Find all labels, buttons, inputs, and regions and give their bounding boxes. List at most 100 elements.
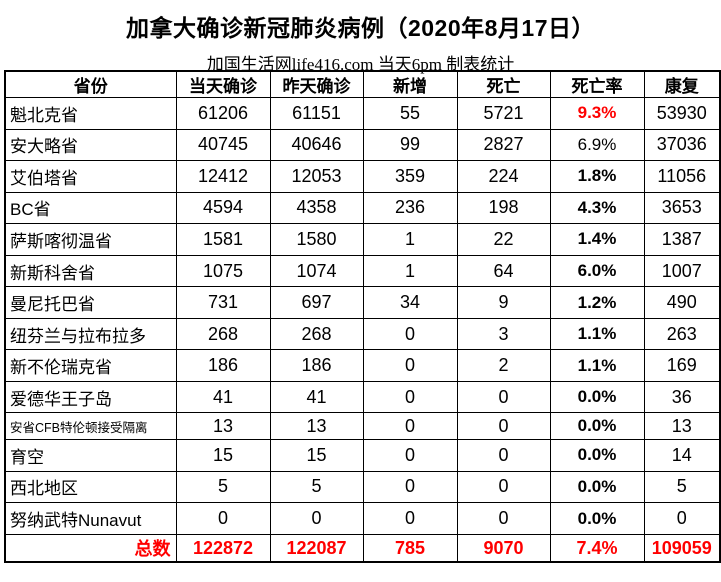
deaths-value: 2: [456, 349, 551, 382]
covid-stats-table: 省份 当天确诊 昨天确诊 新增 死亡 死亡率 康复 魁北克省 61206 61151…: [4, 70, 721, 563]
table-row: 新不伦瑞克省 186 186 0 2 1.1% 169: [4, 349, 721, 382]
recovered-value: 36: [643, 380, 721, 414]
table-row: 曼尼托巴省 731 697 34 9 1.2% 490: [4, 286, 721, 319]
deaths-value: 0: [456, 502, 551, 535]
deaths-value: 0: [456, 412, 551, 441]
new-cases-value: 0: [362, 317, 458, 351]
recovered-value: 0: [643, 502, 721, 535]
recovered-value: 5: [643, 470, 721, 504]
new-cases-value: 99: [362, 128, 458, 162]
table-row: 安省CFB特伦顿接受隔离 13 13 0 0 0.0% 13: [4, 412, 721, 441]
total-deaths: 9070: [456, 534, 551, 563]
col-header-province: 省份: [4, 70, 177, 98]
recovered-value: 3653: [643, 191, 721, 225]
recovered-value: 490: [643, 286, 721, 319]
page-subtitle: 加国生活网life416.com 当天6pm 制表统计: [206, 55, 515, 74]
table-row: 萨斯喀彻温省 1581 1580 1 22 1.4% 1387: [4, 223, 721, 256]
province-name: 努纳武特Nunavut: [4, 502, 177, 535]
table-row: 纽芬兰与拉布拉多 268 268 0 3 1.1% 263: [4, 317, 721, 351]
recovered-value: 53930: [643, 97, 721, 130]
today-confirmed-value: 12412: [175, 160, 271, 193]
province-name: 爱德华王子岛: [4, 380, 177, 414]
header-row: 省份 当天确诊 昨天确诊 新增 死亡 死亡率 康复: [4, 70, 721, 98]
yesterday-confirmed-value: 12053: [269, 160, 364, 193]
today-confirmed-value: 186: [175, 349, 271, 382]
province-name: 新斯科舍省: [4, 254, 177, 288]
recovered-value: 1387: [643, 223, 721, 256]
yesterday-confirmed-value: 186: [269, 349, 364, 382]
table-row: 魁北克省 61206 61151 55 5721 9.3% 53930: [4, 97, 721, 130]
yesterday-confirmed-value: 0: [269, 502, 364, 535]
col-header-recovered: 康复: [643, 70, 721, 98]
new-cases-value: 55: [362, 97, 458, 130]
new-cases-value: 0: [362, 502, 458, 535]
today-confirmed-value: 15: [175, 439, 271, 472]
deaths-value: 0: [456, 380, 551, 414]
yesterday-confirmed-value: 1074: [269, 254, 364, 288]
total-death-rate: 7.4%: [549, 534, 645, 563]
total-row: 总数 122872 122087 785 9070 7.4% 109059: [4, 534, 721, 563]
deaths-value: 2827: [456, 128, 551, 162]
recovered-value: 169: [643, 349, 721, 382]
death-rate-value: 1.2%: [549, 286, 645, 319]
death-rate-value: 1.1%: [549, 317, 645, 351]
recovered-value: 1007: [643, 254, 721, 288]
table-row: 育空 15 15 0 0 0.0% 14: [4, 439, 721, 472]
province-name: 西北地区: [4, 470, 177, 504]
today-confirmed-value: 731: [175, 286, 271, 319]
new-cases-value: 236: [362, 191, 458, 225]
yesterday-confirmed-value: 61151: [269, 97, 364, 130]
new-cases-value: 359: [362, 160, 458, 193]
today-confirmed-value: 0: [175, 502, 271, 535]
province-name: 魁北克省: [4, 97, 177, 130]
table-row: BC省 4594 4358 236 198 4.3% 3653: [4, 191, 721, 225]
table-row: 新斯科舍省 1075 1074 1 64 6.0% 1007: [4, 254, 721, 288]
death-rate-value: 0.0%: [549, 502, 645, 535]
total-new-cases: 785: [362, 534, 458, 563]
table-row: 爱德华王子岛 41 41 0 0 0.0% 36: [4, 380, 721, 414]
deaths-value: 5721: [456, 97, 551, 130]
today-confirmed-value: 41: [175, 380, 271, 414]
new-cases-value: 1: [362, 254, 458, 288]
total-yesterday-confirmed: 122087: [269, 534, 364, 563]
recovered-value: 37036: [643, 128, 721, 162]
total-recovered: 109059: [643, 534, 721, 563]
page-title: 加拿大确诊新冠肺炎病例（2020年8月17日）: [125, 15, 596, 41]
new-cases-value: 0: [362, 412, 458, 441]
death-rate-value: 4.3%: [549, 191, 645, 225]
covid-stats-page: 加拿大确诊新冠肺炎病例（2020年8月17日） 加国生活网life416.com…: [0, 0, 721, 563]
new-cases-value: 0: [362, 439, 458, 472]
deaths-value: 3: [456, 317, 551, 351]
province-name: 育空: [4, 439, 177, 472]
new-cases-value: 1: [362, 223, 458, 256]
death-rate-value: 6.9%: [549, 128, 645, 162]
deaths-value: 64: [456, 254, 551, 288]
new-cases-value: 0: [362, 349, 458, 382]
death-rate-value: 1.1%: [549, 349, 645, 382]
yesterday-confirmed-value: 41: [269, 380, 364, 414]
new-cases-value: 0: [362, 380, 458, 414]
col-header-new-cases: 新增: [362, 70, 458, 98]
deaths-value: 0: [456, 439, 551, 472]
deaths-value: 22: [456, 223, 551, 256]
new-cases-value: 0: [362, 470, 458, 504]
province-name: 新不伦瑞克省: [4, 349, 177, 382]
recovered-value: 14: [643, 439, 721, 472]
table-row: 安大略省 40745 40646 99 2827 6.9% 37036: [4, 128, 721, 162]
deaths-value: 224: [456, 160, 551, 193]
recovered-value: 13: [643, 412, 721, 441]
death-rate-value: 0.0%: [549, 412, 645, 441]
death-rate-value: 1.4%: [549, 223, 645, 256]
yesterday-confirmed-value: 5: [269, 470, 364, 504]
recovered-value: 11056: [643, 160, 721, 193]
death-rate-value: 0.0%: [549, 470, 645, 504]
today-confirmed-value: 5: [175, 470, 271, 504]
province-name: 安大略省: [4, 128, 177, 162]
deaths-value: 198: [456, 191, 551, 225]
province-name: BC省: [4, 191, 177, 225]
province-name: 纽芬兰与拉布拉多: [4, 317, 177, 351]
today-confirmed-value: 13: [175, 412, 271, 441]
today-confirmed-value: 40745: [175, 128, 271, 162]
col-header-death-rate: 死亡率: [549, 70, 645, 98]
yesterday-confirmed-value: 697: [269, 286, 364, 319]
